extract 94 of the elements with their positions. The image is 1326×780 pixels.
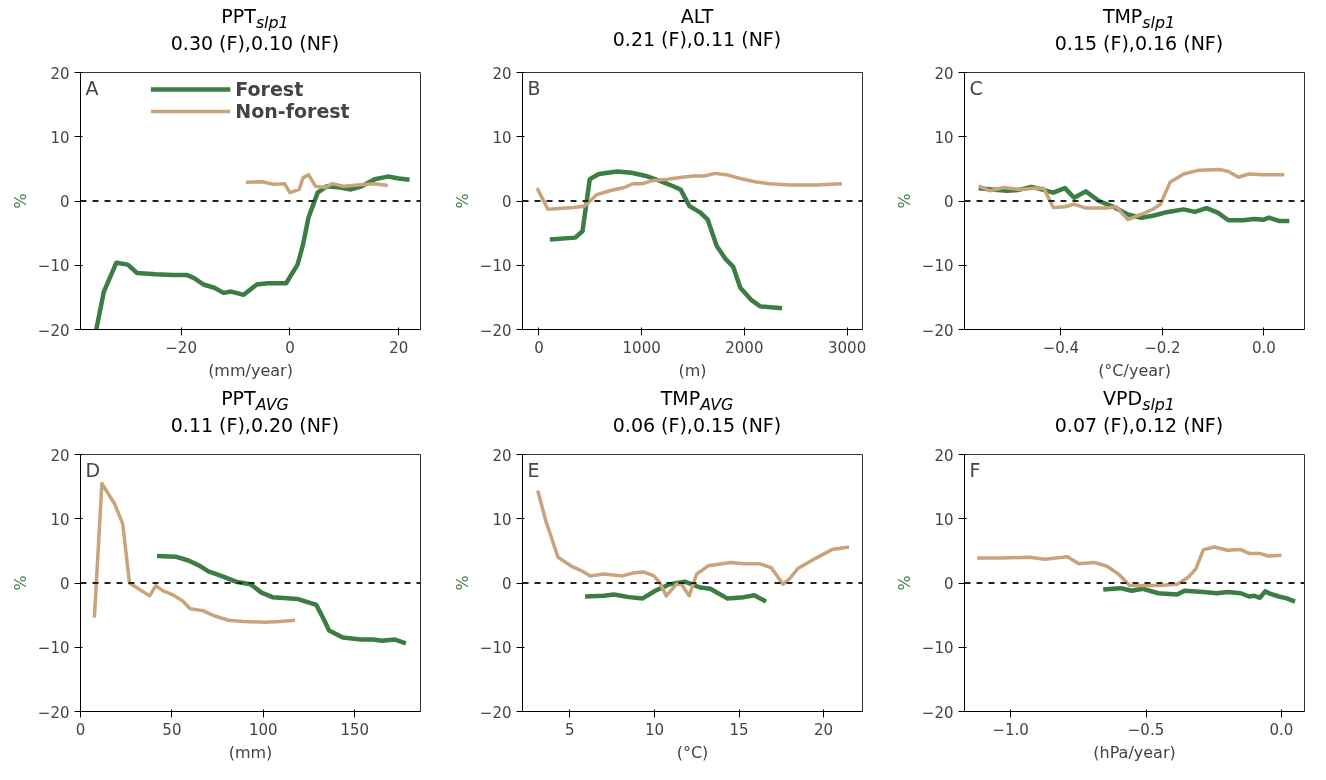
chart-subtitle: 0.07 (F),0.12 (NF)	[1054, 413, 1224, 436]
x-tick-label: 10	[644, 720, 664, 739]
x-tick-label: 0	[75, 720, 86, 739]
x-tick-label: 2000	[725, 338, 764, 357]
y-tick-label: 20	[50, 64, 70, 83]
x-tick-label: 20	[814, 720, 834, 739]
y-tick-label: −10	[37, 257, 70, 276]
chart-title: ALT	[680, 5, 714, 27]
x-tick-label: 15	[729, 720, 749, 739]
x-tick-label: −0.4	[1042, 338, 1080, 357]
x-tick-label: −0.2	[1144, 338, 1181, 357]
chart-subtitle: 0.30 (F),0.10 (NF)	[170, 31, 340, 54]
x-tick-label: 150	[340, 720, 370, 739]
chart-title: VPD$_{slp1}$	[1103, 387, 1175, 414]
line-series	[94, 174, 412, 330]
y-tick-label: 10	[934, 128, 954, 147]
y-tick-label: 0	[501, 193, 512, 211]
y-tick-label: −10	[921, 639, 954, 658]
legend-label: Forest	[235, 78, 304, 100]
chart-title: PPT$_{slp1}$	[221, 5, 289, 32]
x-tick-label: 0.0	[1251, 338, 1276, 357]
line-series	[535, 488, 851, 598]
chart-title: TMP$_{AVG}$	[660, 387, 734, 414]
y-tick-label: 20	[492, 64, 512, 83]
y-tick-label: 20	[492, 446, 512, 465]
annotation: D	[85, 458, 101, 481]
x-axis-title: (°C/year)	[1098, 360, 1171, 380]
y-tick-label: −20	[921, 703, 954, 722]
annotation: C	[969, 76, 983, 99]
y-tick-label: 20	[50, 446, 70, 465]
y-axis-title: %	[894, 575, 914, 591]
annotation: A	[85, 76, 99, 99]
x-tick-label: −0.5	[1127, 720, 1165, 739]
x-axis-title: (mm)	[228, 742, 273, 762]
chart-title: TMP$_{slp1}$	[1102, 5, 1176, 32]
x-tick-label: 20	[389, 338, 409, 357]
x-axis-title: (hPa/year)	[1093, 742, 1176, 762]
x-tick-label: 5	[565, 720, 575, 739]
y-tick-label: −10	[921, 257, 954, 276]
annotation: B	[527, 76, 541, 99]
line-series	[154, 553, 409, 646]
y-tick-label: −10	[479, 257, 512, 276]
y-tick-label: −20	[479, 321, 512, 340]
y-tick-label: 0	[59, 193, 70, 211]
y-tick-label: −10	[37, 639, 70, 658]
line-series	[547, 169, 785, 311]
legend-label: Non-forest	[235, 100, 350, 122]
x-tick-label: −1.0	[992, 720, 1029, 739]
line-series	[582, 579, 769, 604]
x-tick-label: −20	[165, 338, 197, 357]
y-tick-label: 0	[943, 575, 954, 593]
annotation: F	[969, 458, 981, 481]
y-tick-label: −20	[921, 321, 954, 340]
y-tick-label: −10	[479, 639, 512, 658]
y-tick-label: −20	[37, 703, 70, 722]
x-tick-label: 0	[285, 338, 295, 357]
y-tick-label: −20	[479, 703, 512, 722]
y-axis-title: %	[452, 575, 472, 591]
x-axis-title: (mm/year)	[208, 360, 293, 380]
x-tick-label: 0.0	[1269, 720, 1294, 739]
x-tick-label: 3000	[828, 338, 867, 357]
y-tick-label: −20	[37, 321, 70, 340]
y-tick-label: 10	[934, 510, 954, 529]
x-tick-label: 0	[534, 338, 544, 357]
y-axis-title: %	[10, 193, 30, 209]
line-series	[535, 171, 844, 212]
line-series	[976, 167, 1286, 222]
x-tick-label: 50	[162, 720, 182, 739]
x-axis-title: (m)	[678, 360, 707, 380]
chart-subtitle: 0.06 (F),0.15 (NF)	[612, 413, 782, 436]
line-series	[975, 545, 1284, 588]
x-tick-label: 1000	[622, 338, 661, 357]
y-tick-label: 0	[943, 193, 954, 211]
y-tick-label: 20	[934, 64, 954, 83]
x-tick-label: 100	[248, 720, 278, 739]
y-tick-label: 10	[492, 128, 512, 147]
y-tick-label: 10	[492, 510, 512, 529]
chart-subtitle: 0.11 (F),0.20 (NF)	[170, 413, 340, 436]
annotation: E	[527, 458, 540, 481]
y-tick-label: 0	[59, 575, 70, 593]
y-axis-title: %	[894, 193, 914, 209]
line-series	[1100, 585, 1298, 604]
line-series	[244, 172, 390, 195]
y-axis-title: %	[452, 193, 472, 209]
y-tick-label: 0	[501, 575, 512, 593]
chart-title: PPT$_{AVG}$	[221, 387, 289, 414]
x-axis-title: (°C)	[676, 742, 709, 762]
chart-subtitle: 0.15 (F),0.16 (NF)	[1054, 31, 1224, 54]
y-tick-label: 10	[50, 510, 70, 529]
y-tick-label: 20	[934, 446, 954, 465]
y-axis-title: %	[10, 575, 30, 591]
chart-subtitle: 0.21 (F),0.11 (NF)	[612, 27, 782, 50]
y-tick-label: 10	[50, 128, 70, 147]
line-series	[92, 481, 297, 624]
